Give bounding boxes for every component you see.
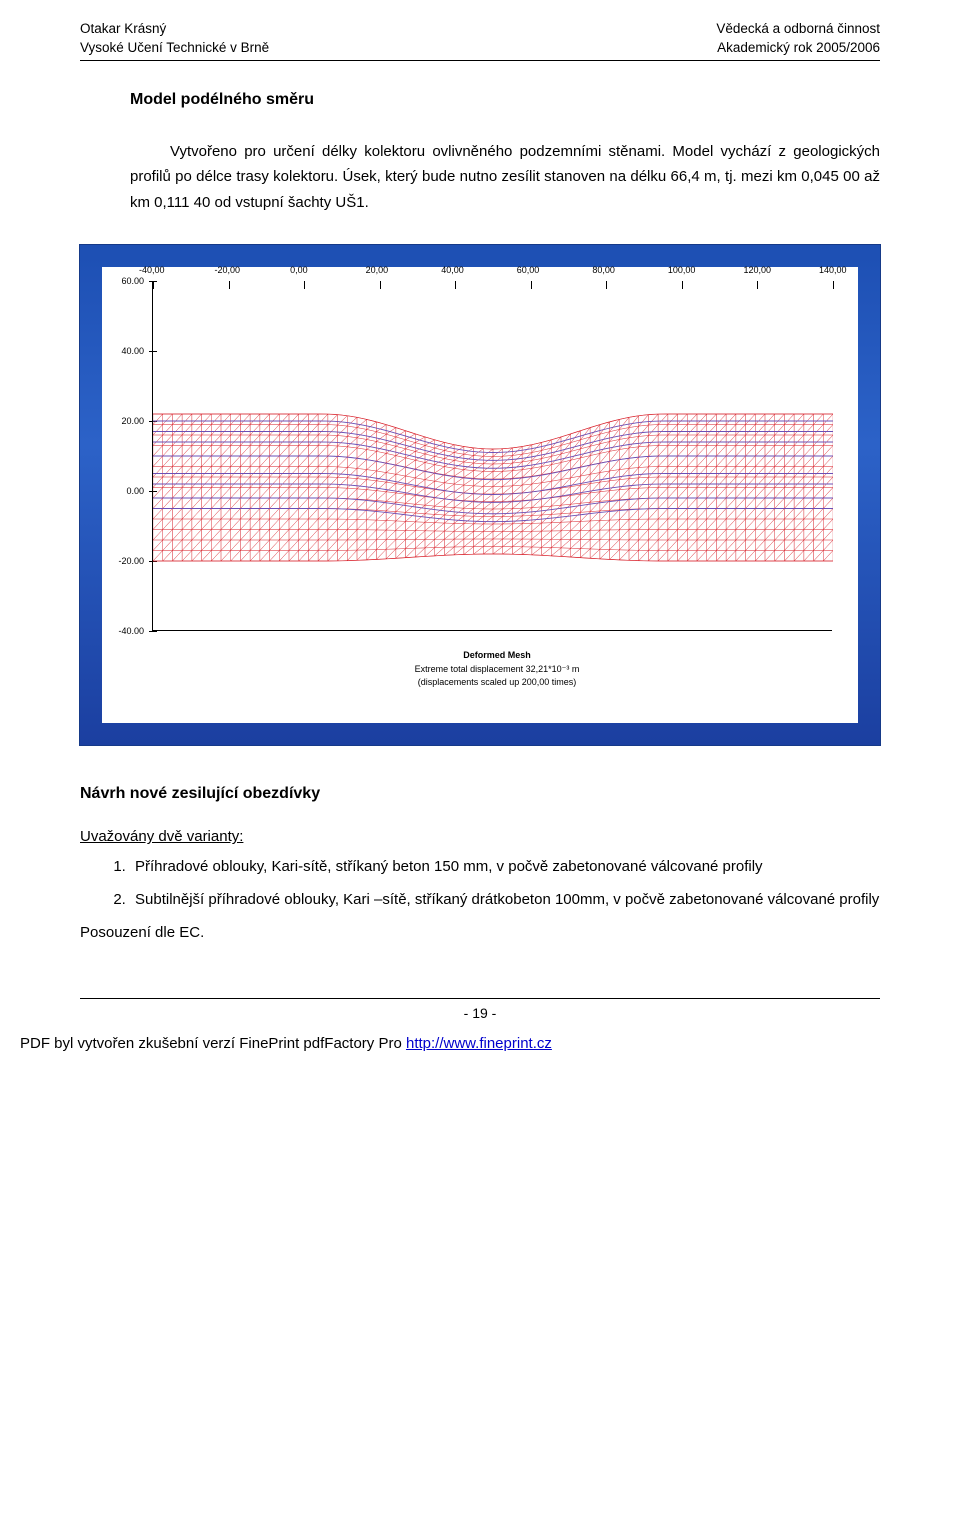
x-tick-label: 0,00 xyxy=(290,265,308,275)
body-paragraph: Vytvořeno pro určení délky kolektoru ovl… xyxy=(130,139,880,216)
header-institution: Vysoké Učení Technické v Brně xyxy=(80,39,269,58)
caption-line2: Extreme total displacement 32,21*10⁻³ m xyxy=(415,664,580,674)
x-tick-label: -40,00 xyxy=(139,265,165,275)
y-tick-label: 20.00 xyxy=(121,416,144,426)
list-item: Subtilnější příhradové oblouky, Kari –sí… xyxy=(130,886,880,915)
caption-line3: (displacements scaled up 200,00 times) xyxy=(418,677,577,687)
x-tick-label: 40,00 xyxy=(441,265,464,275)
page: Otakar Krásný Vysoké Učení Technické v B… xyxy=(0,0,960,1082)
variants-list: Příhradové oblouky, Kari-sítě, stříkaný … xyxy=(80,853,880,914)
section-title-navrh: Návrh nové zesilující obezdívky xyxy=(80,785,880,803)
y-tick-label: 0.00 xyxy=(126,486,144,496)
y-tick-label: -40.00 xyxy=(118,626,144,636)
footer-rule xyxy=(80,998,880,999)
header-topic: Vědecká a odborná činnost xyxy=(716,20,880,39)
x-tick-label: 20,00 xyxy=(366,265,389,275)
page-header: Otakar Krásný Vysoké Učení Technické v B… xyxy=(80,20,880,58)
x-tick-label: 100,00 xyxy=(668,265,696,275)
page-number: - 19 - xyxy=(80,1005,880,1021)
header-left: Otakar Krásný Vysoké Učení Technické v B… xyxy=(80,20,269,58)
y-tick-label: 40.00 xyxy=(121,346,144,356)
pdf-line-pre: PDF byl vytvořen zkušební verzí FinePrin… xyxy=(20,1035,406,1052)
variants-heading: Uvažovány dvě varianty: xyxy=(80,828,880,845)
mesh-svg xyxy=(153,281,833,631)
header-author: Otakar Krásný xyxy=(80,20,269,39)
header-rule xyxy=(80,60,880,61)
figure-panel: -40,00 -20,00 0,00 20,00 40,00 60,00 80,00 100,… xyxy=(80,245,880,745)
figure-caption: Deformed Mesh Extreme total displacement… xyxy=(152,649,842,690)
header-right: Vědecká a odborná činnost Akademický rok… xyxy=(716,20,880,58)
assessment-line: Posouzení dle EC. xyxy=(80,919,880,948)
x-tick-label: 60,00 xyxy=(517,265,540,275)
figure-inner: -40,00 -20,00 0,00 20,00 40,00 60,00 80,00 100,… xyxy=(102,267,858,723)
body-paragraph-text: Vytvořeno pro určení délky kolektoru ovl… xyxy=(130,143,880,211)
y-tick-label: 60.00 xyxy=(121,276,144,286)
pdf-factory-line: PDF byl vytvořen zkušební verzí FinePrin… xyxy=(20,1035,880,1052)
plot-area: -40,00-20,000,0020,0040,0060,0080,00100,… xyxy=(152,281,832,631)
x-tick-label: 120,00 xyxy=(743,265,771,275)
pdf-link[interactable]: http://www.fineprint.cz xyxy=(406,1035,552,1052)
caption-title: Deformed Mesh xyxy=(463,650,531,660)
section-title-model: Model podélného směru xyxy=(130,91,880,109)
list-item: Příhradové oblouky, Kari-sítě, stříkaný … xyxy=(130,853,880,882)
x-tick-label: 80,00 xyxy=(592,265,615,275)
x-tick-label: 140,00 xyxy=(819,265,847,275)
x-tick-label: -20,00 xyxy=(215,265,241,275)
y-tick-label: -20.00 xyxy=(118,556,144,566)
header-year: Akademický rok 2005/2006 xyxy=(716,39,880,58)
